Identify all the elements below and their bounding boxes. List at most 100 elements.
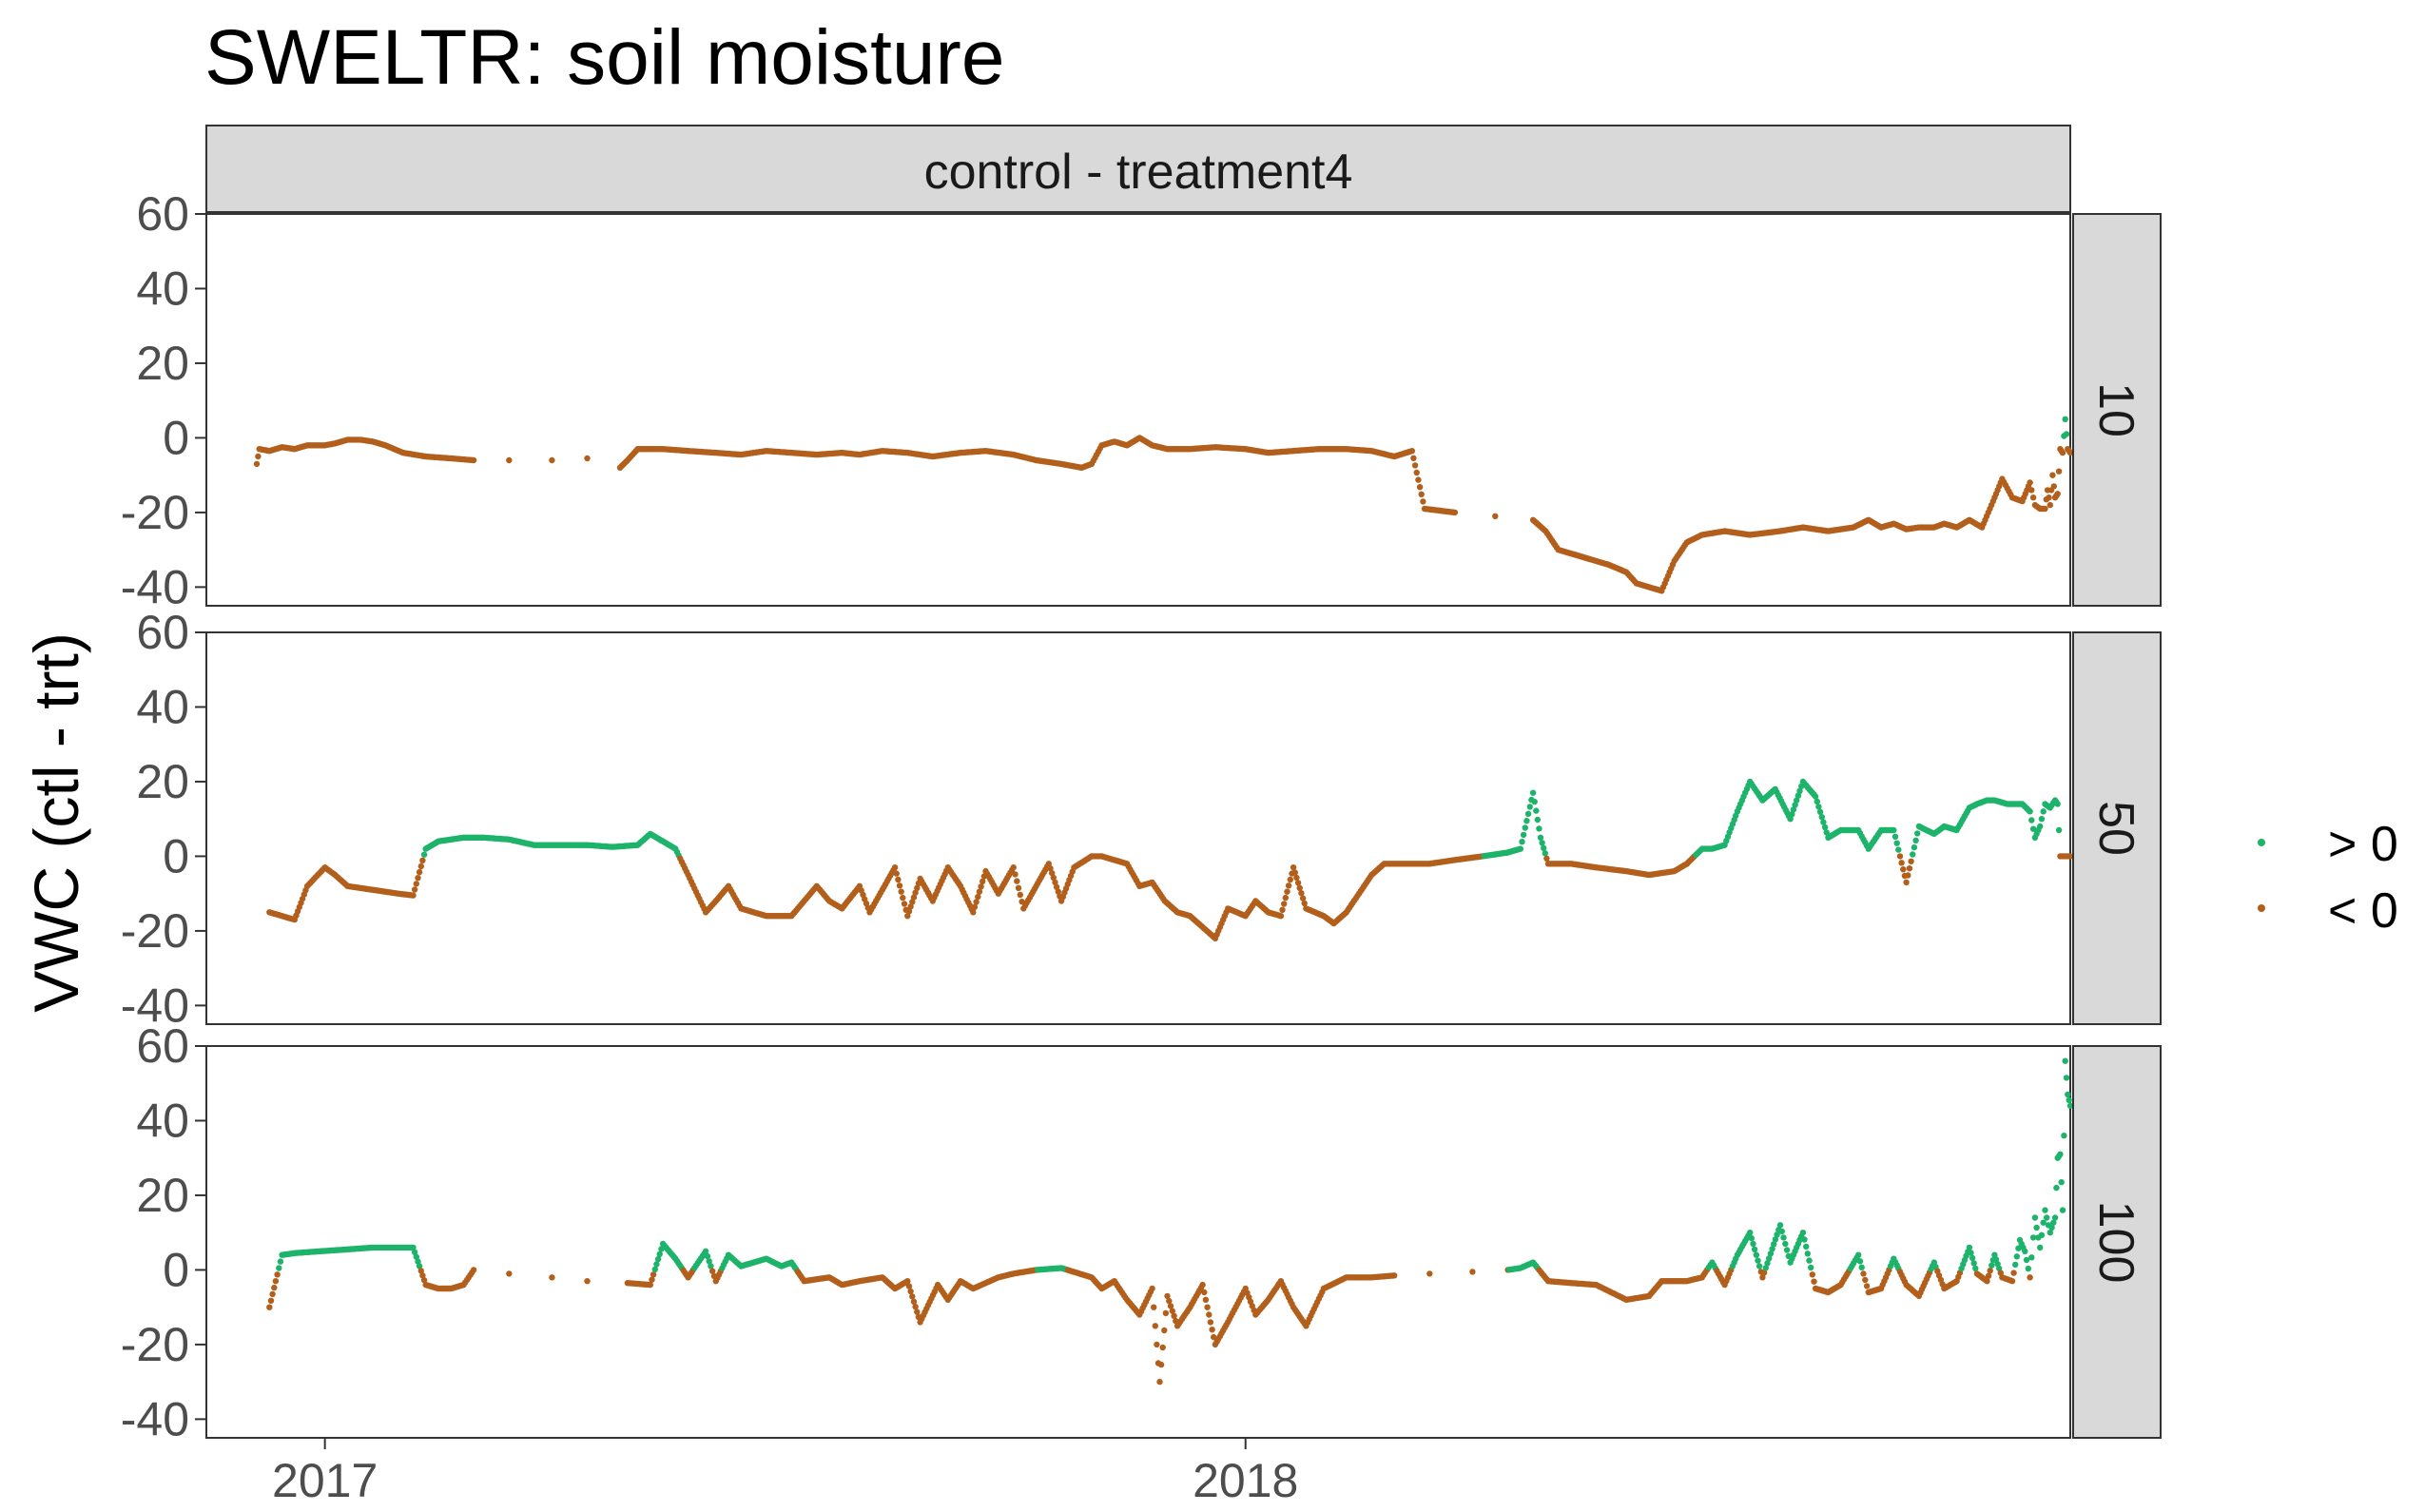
data-point	[416, 1263, 423, 1270]
data-point	[1753, 1251, 1760, 1258]
data-point	[1747, 1230, 1754, 1236]
data-point	[267, 1297, 275, 1305]
panel-frame	[205, 1045, 2071, 1439]
data-point	[470, 1267, 477, 1273]
data-point	[269, 1290, 276, 1298]
data-point	[1526, 804, 1534, 810]
data-point	[975, 893, 981, 901]
data-point	[709, 1268, 716, 1274]
data-point	[1790, 806, 1797, 813]
data-point	[272, 1278, 280, 1285]
data-point	[702, 1248, 709, 1255]
data-point	[1529, 789, 1537, 796]
data-point	[1760, 1270, 1768, 1276]
data-point	[1290, 864, 1297, 871]
data-point	[2048, 1224, 2055, 1231]
y-tick-label: 20	[136, 755, 189, 808]
data-point	[2031, 1214, 2039, 1221]
data-point	[1539, 840, 1545, 846]
data-point	[1794, 792, 1802, 799]
data-point	[2008, 1278, 2016, 1285]
data-point	[1892, 833, 1899, 840]
data-point	[2058, 1179, 2065, 1186]
data-point	[1750, 1240, 1756, 1248]
facet-strip-box	[205, 125, 2071, 213]
row-strip-50	[2072, 631, 2162, 1025]
data-point	[912, 1304, 919, 1310]
data-point	[2028, 1254, 2035, 1261]
data-point	[470, 456, 477, 464]
data-point	[1156, 1378, 1163, 1386]
data-point	[1534, 816, 1542, 824]
panel-frame	[205, 631, 2071, 1025]
data-point	[416, 868, 423, 876]
data-point	[1787, 816, 1794, 823]
data-point	[708, 1263, 714, 1270]
panels-layer: -40 -20 0 20 40 60 10 -40 -20 0 20 40 60 50 -40 -20 0 20 4…	[121, 187, 2162, 1445]
data-point	[1794, 797, 1800, 804]
data-point	[1774, 1231, 1780, 1238]
data-point	[506, 456, 513, 464]
data-point	[1985, 1272, 1992, 1279]
data-point	[1782, 1240, 1789, 1248]
data-point	[1856, 1258, 1864, 1265]
x-axis: 2017 2018	[272, 1438, 1298, 1507]
data-point	[2059, 1207, 2066, 1213]
data-point	[2027, 1274, 2033, 1281]
data-point	[2010, 1270, 2017, 1276]
data-point	[415, 875, 421, 882]
data-point	[1202, 1296, 1210, 1304]
data-point	[1771, 1241, 1777, 1248]
data-point	[2047, 501, 2053, 509]
data-point	[1049, 869, 1056, 877]
data-point	[1772, 1236, 1779, 1243]
data-point	[1808, 1264, 1814, 1271]
data-point	[1767, 1250, 1775, 1257]
data-point	[1803, 1243, 1810, 1250]
legend: > 0 < 0	[2258, 817, 2398, 939]
data-point	[1294, 880, 1302, 886]
data-point	[1910, 851, 1916, 858]
data-point	[2059, 449, 2066, 456]
data-point	[2061, 1133, 2067, 1139]
data-point	[2055, 826, 2063, 834]
data-point	[255, 453, 262, 460]
data-point	[1520, 831, 1527, 839]
data-point	[978, 883, 984, 890]
data-point	[1287, 876, 1294, 883]
data-point	[2042, 505, 2048, 513]
data-point	[419, 1272, 426, 1279]
data-point	[1416, 484, 1424, 491]
data-point	[1855, 1251, 1862, 1258]
data-point	[1161, 1327, 1168, 1334]
data-point	[1410, 455, 1417, 461]
legend-label-positive: > 0	[2328, 817, 2398, 872]
data-point	[1823, 829, 1830, 836]
legend-label-negative: < 0	[2328, 883, 2398, 939]
y-tick-label: 40	[136, 262, 189, 315]
data-point	[2053, 1184, 2060, 1192]
data-point	[1789, 811, 1795, 818]
data-point	[891, 864, 899, 871]
row-strip-100	[2072, 1045, 2162, 1439]
legend-key-positive	[2258, 839, 2265, 846]
data-point	[896, 882, 903, 889]
data-point	[2062, 416, 2068, 422]
y-tick-label: 60	[136, 1019, 189, 1073]
data-point	[1533, 807, 1540, 814]
data-point	[1987, 1268, 1993, 1274]
data-point	[1291, 869, 1299, 876]
data-point	[1047, 865, 1054, 872]
data-point	[1972, 1265, 1979, 1272]
data-point	[1905, 872, 1911, 879]
data-point	[1045, 861, 1053, 867]
data-point	[1766, 1255, 1773, 1262]
data-point	[1282, 894, 1290, 901]
data-point	[1152, 1323, 1159, 1329]
data-point	[2012, 1261, 2019, 1269]
data-point	[2063, 1075, 2070, 1081]
data-point	[410, 892, 417, 899]
data-point	[1762, 1265, 1770, 1271]
data-point	[1804, 1250, 1812, 1257]
data-point	[1903, 879, 1910, 886]
